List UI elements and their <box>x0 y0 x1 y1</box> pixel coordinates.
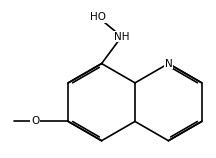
Text: O: O <box>31 116 40 126</box>
Text: N: N <box>165 59 172 69</box>
Text: NH: NH <box>114 32 129 42</box>
Text: HO: HO <box>90 12 106 22</box>
